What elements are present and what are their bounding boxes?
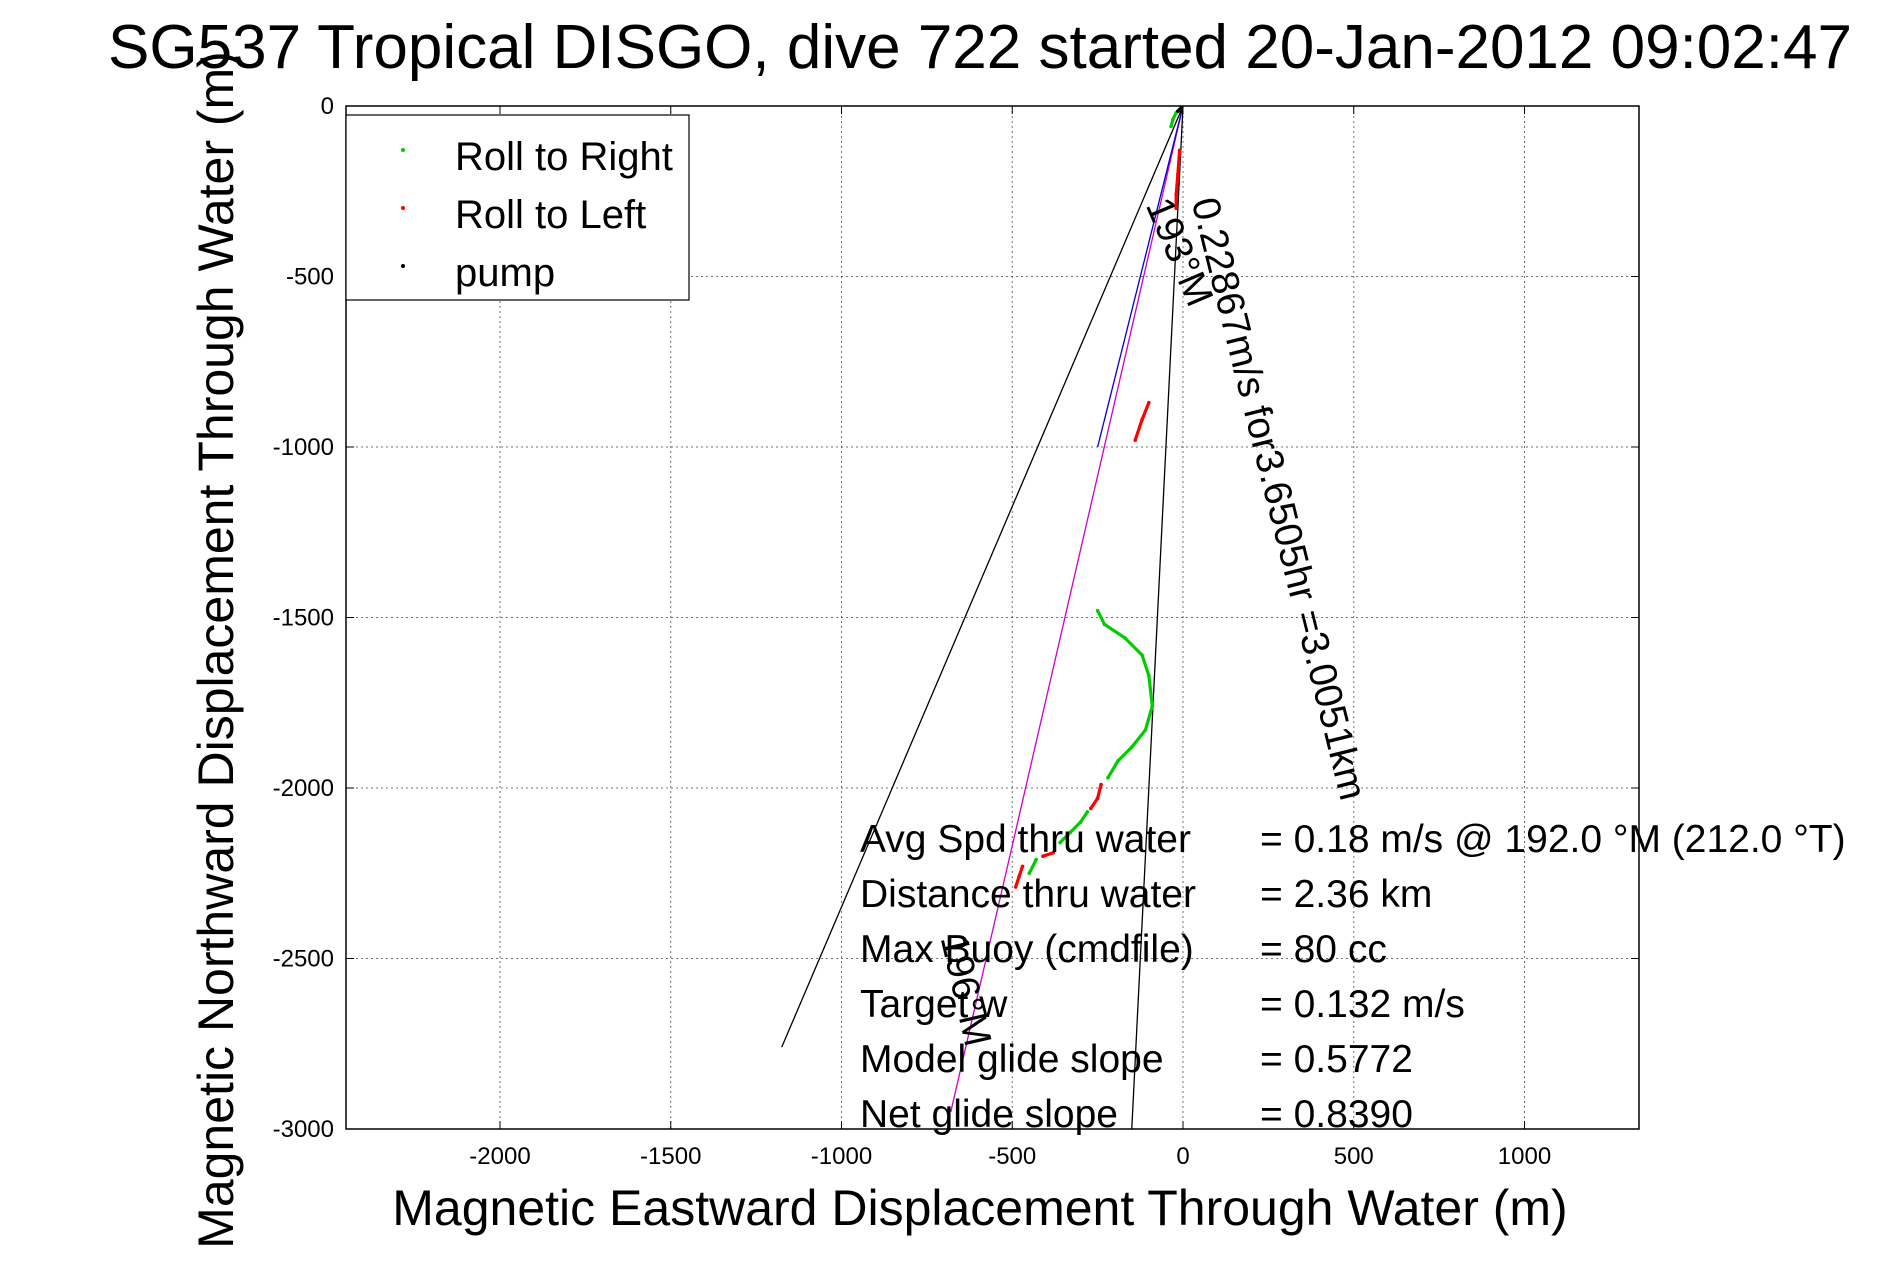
series-roll-to-right-point [1147,673,1151,678]
series-roll-to-left-segment [1174,148,1182,210]
legend-marker-pump [401,264,405,268]
series-roll-to-right-point [1102,622,1107,627]
y-tick-label: -500 [286,264,334,291]
stat-label: Net glide slope [860,1093,1118,1136]
series-roll-to-right-segment [1058,810,1089,845]
legend: Roll to Right Roll to Left pump [345,114,690,301]
series-roll-to-left-point [1020,864,1025,869]
series-roll-to-left-point [1099,782,1103,787]
series-roll-to-left-point [1041,854,1045,858]
stat-label: Target w [860,983,1008,1026]
bearing-fan-right-line [1131,105,1184,1130]
x-tick-label: -1000 [811,1143,872,1170]
stat-label: Avg Spd thru water [860,818,1191,861]
series-roll-to-left-point [1088,806,1093,811]
series-roll-to-left-point [1051,850,1056,855]
blue-course-line [1096,105,1184,448]
series-roll-to-right-segment [1096,609,1154,780]
series-roll-to-right-point [1129,745,1134,749]
x-tick-label: -500 [988,1143,1036,1170]
x-tick-label: 1000 [1498,1143,1551,1170]
stat-label: Max Buoy (cmdfile) [860,928,1194,971]
series-roll-to-right-point [1143,728,1148,732]
series-roll-to-right-point [1034,857,1038,862]
series-roll-to-right-segment [1027,858,1038,875]
bearing-fan-left-line [781,105,1184,1048]
stat-value: = 0.132 m/s [1260,983,1465,1026]
magenta-track-line [950,105,1184,1113]
series-roll-to-right-point [1058,840,1062,845]
y-tick-label: -2000 [273,775,334,802]
series-roll-to-left-point [1147,400,1151,405]
series-roll-to-right-point [1027,871,1032,876]
legend-marker-roll-right [401,148,405,152]
x-tick-label: 0 [1176,1143,1189,1170]
y-axis-label: Magnetic Northward Displacement Through … [188,51,244,1249]
series-roll-to-right-point [1085,810,1090,814]
legend-label-roll-left: Roll to Left [455,193,646,237]
series-roll-to-left-point [1177,148,1182,153]
data-series [1013,105,1184,889]
series-roll-to-right-point [1150,704,1155,708]
stat-value: = 0.18 m/s @ 192.0 °M (212.0 °T) [1260,818,1846,861]
series-roll-to-left-point [1174,206,1178,211]
y-tick-label: -3000 [273,1116,334,1143]
series-roll-to-left-point [1174,192,1178,197]
chart-title: SG537 Tropical DISGO, dive 722 started 2… [108,13,1852,82]
y-tick-label: -1000 [273,434,334,461]
y-tick-label: 0 [321,93,334,120]
y-tick-label: -1500 [273,605,334,632]
ticks: -2000 -1500 -1000 -500 0 500 1000 0 -500 -1000 -15… [273,93,1639,1170]
series-roll-to-left-point [1133,438,1137,442]
y-tick-label: -2500 [273,946,334,973]
series-roll-to-left-point [1176,172,1180,176]
x-axis-label: Magnetic Eastward Displacement Through W… [392,1180,1567,1236]
stat-label: Distance thru water [860,873,1196,916]
series-roll-to-right-point [1078,820,1083,824]
x-tick-label: 500 [1334,1143,1374,1170]
series-roll-to-right-point [1106,775,1110,780]
series-roll-to-right-point [1169,124,1173,129]
x-tick-label: -2000 [469,1143,530,1170]
stat-value: = 0.8390 [1260,1093,1413,1136]
series-roll-to-right-point [1095,608,1100,613]
series-roll-to-right-point [1068,830,1073,835]
legend-label-roll-right: Roll to Right [455,135,673,179]
series-pump-point [1176,109,1180,113]
series-roll-to-right-point [1123,636,1127,640]
series-roll-to-left-point [1017,874,1021,879]
legend-label-pump: pump [455,251,555,295]
series-roll-to-left-point [1013,885,1018,889]
stat-value: = 0.5772 [1260,1038,1413,1081]
series-roll-to-right-point [1116,758,1120,763]
stat-value: = 80 cc [1260,928,1387,971]
stats-block: Avg Spd thru water = 0.18 m/s @ 192.0 °M … [860,818,1846,1136]
rotated-annotations: 0.22867m/s for3.6505hr =3.0051km193°M196… [932,192,1375,1051]
series-roll-to-right-point [1170,117,1175,122]
series-pump-point [1179,105,1184,110]
series-roll-to-right-point [1140,653,1144,657]
series-roll-to-left-point [1095,796,1100,801]
stat-label: Model glide slope [860,1038,1164,1081]
x-tick-label: -1500 [640,1143,701,1170]
stat-value: = 2.36 km [1260,873,1432,916]
series-roll-to-left-point [1140,417,1144,422]
legend-marker-roll-left [401,206,405,210]
reference-lines [781,105,1184,1130]
